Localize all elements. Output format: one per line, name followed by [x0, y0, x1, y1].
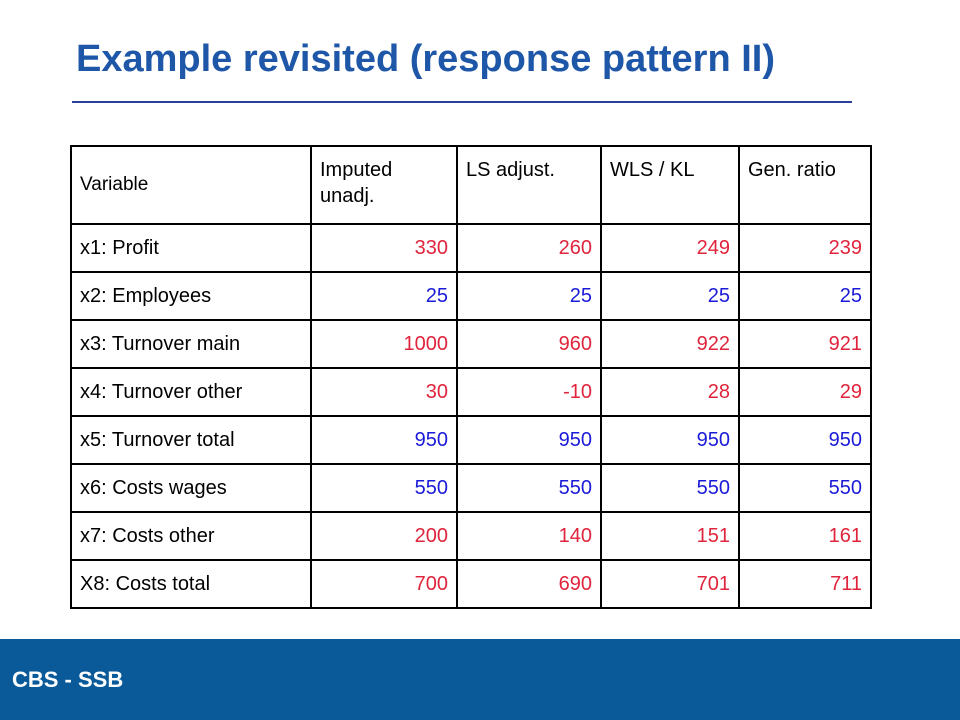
- header-ls-adjust: LS adjust.: [456, 145, 602, 225]
- row-variable-label: x1: Profit: [70, 223, 312, 273]
- footer-label: CBS - SSB: [12, 667, 124, 692]
- title-underline: [72, 101, 852, 103]
- table-row: x4: Turnover other 30 -10 28 29: [70, 367, 872, 417]
- header-gen-ratio: Gen. ratio: [738, 145, 872, 225]
- header-variable: Variable: [70, 145, 312, 225]
- row-value-cell: 950: [456, 415, 602, 465]
- row-value-cell: 151: [600, 511, 740, 561]
- row-value-cell: 550: [310, 463, 458, 513]
- data-table: Variable Imputed unadj. LS adjust. WLS /…: [70, 145, 872, 609]
- header-wls-kl: WLS / KL: [600, 145, 740, 225]
- table-row: x5: Turnover total 950 950 950 950: [70, 415, 872, 465]
- row-value-cell: 249: [600, 223, 740, 273]
- row-value-cell: 711: [738, 559, 872, 609]
- row-variable-label: x2: Employees: [70, 271, 312, 321]
- row-value-cell: 950: [738, 415, 872, 465]
- row-value-cell: 690: [456, 559, 602, 609]
- row-value-cell: 950: [310, 415, 458, 465]
- row-value-cell: 950: [600, 415, 740, 465]
- row-variable-label: X8: Costs total: [70, 559, 312, 609]
- row-value-cell: 30: [310, 367, 458, 417]
- row-value-cell: 239: [738, 223, 872, 273]
- row-value-cell: 700: [310, 559, 458, 609]
- row-value-cell: 921: [738, 319, 872, 369]
- row-value-cell: 922: [600, 319, 740, 369]
- row-value-cell: 25: [456, 271, 602, 321]
- row-value-cell: 25: [600, 271, 740, 321]
- row-value-cell: 28: [600, 367, 740, 417]
- footer-bar: CBS - SSB: [0, 639, 960, 720]
- row-value-cell: 330: [310, 223, 458, 273]
- row-value-cell: 200: [310, 511, 458, 561]
- table-body: Variable Imputed unadj. LS adjust. WLS /…: [70, 145, 872, 609]
- table-row: X8: Costs total 700 690 701 711: [70, 559, 872, 609]
- row-value-cell: 550: [600, 463, 740, 513]
- row-value-cell: 161: [738, 511, 872, 561]
- row-variable-label: x7: Costs other: [70, 511, 312, 561]
- row-value-cell: 140: [456, 511, 602, 561]
- table-row: x3: Turnover main 1000 960 922 921: [70, 319, 872, 369]
- table-row: x1: Profit 330 260 249 239: [70, 223, 872, 273]
- row-value-cell: 29: [738, 367, 872, 417]
- table-row: x6: Costs wages 550 550 550 550: [70, 463, 872, 513]
- row-variable-label: x6: Costs wages: [70, 463, 312, 513]
- row-value-cell: 1000: [310, 319, 458, 369]
- row-value-cell: 25: [738, 271, 872, 321]
- table-header-row: Variable Imputed unadj. LS adjust. WLS /…: [70, 145, 872, 225]
- row-variable-label: x4: Turnover other: [70, 367, 312, 417]
- row-value-cell: 260: [456, 223, 602, 273]
- row-value-cell: 960: [456, 319, 602, 369]
- table-row: x7: Costs other 200 140 151 161: [70, 511, 872, 561]
- row-value-cell: -10: [456, 367, 602, 417]
- row-variable-label: x5: Turnover total: [70, 415, 312, 465]
- row-value-cell: 701: [600, 559, 740, 609]
- row-value-cell: 25: [310, 271, 458, 321]
- header-imputed-unadj: Imputed unadj.: [310, 145, 458, 225]
- row-value-cell: 550: [738, 463, 872, 513]
- slide-title: Example revisited (response pattern II): [76, 38, 776, 80]
- row-variable-label: x3: Turnover main: [70, 319, 312, 369]
- row-value-cell: 550: [456, 463, 602, 513]
- table-row: x2: Employees 25 25 25 25: [70, 271, 872, 321]
